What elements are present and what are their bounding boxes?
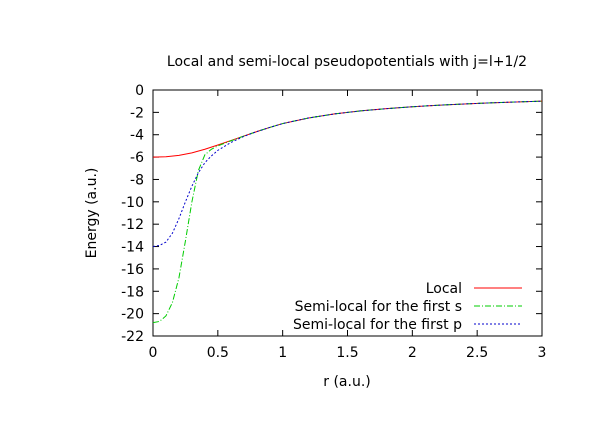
y-axis-label: Energy (a.u.) (84, 168, 100, 259)
x-tick-label: 2.5 (466, 345, 488, 361)
legend-label: Semi-local for the first p (293, 317, 462, 333)
x-tick-label: 1.5 (336, 345, 358, 361)
axes: 0 0.5 1 1.5 2 2.5 3 0 -2 -4 -6 -8 -10 -12 -14 -16 -18 -20… (121, 83, 546, 361)
y-tick-label: -14 (121, 240, 144, 256)
x-axis-label: r (a.u.) (323, 374, 370, 390)
x-tick-label: 1 (278, 345, 287, 361)
legend-label: Local (426, 281, 462, 297)
x-tick-label: 3 (538, 345, 547, 361)
y-tick-label: -16 (121, 262, 144, 278)
y-tick-label: -18 (121, 284, 144, 300)
x-tick-label: 0 (149, 345, 158, 361)
x-tick-label: 0.5 (207, 345, 229, 361)
y-tick-label: -22 (121, 329, 144, 345)
series-line (152, 100, 543, 248)
y-tick-label: -8 (130, 172, 144, 188)
y-tick-label: -12 (121, 217, 144, 233)
y-tick-label: -10 (121, 195, 144, 211)
series-layer (152, 100, 543, 324)
y-tick-label: -20 (121, 307, 144, 323)
x-tick-label: 2 (408, 345, 417, 361)
y-tick-label: -2 (130, 105, 144, 121)
y-tick-label: -6 (130, 150, 144, 166)
y-tick-label: -4 (130, 128, 144, 144)
legend-label: Semi-local for the first s (295, 299, 462, 315)
legend: Local Semi-local for the first s Semi-loca… (293, 281, 522, 333)
chart-title: Local and semi-local pseudopotentials wi… (167, 54, 527, 70)
y-tick-label: 0 (135, 83, 144, 99)
